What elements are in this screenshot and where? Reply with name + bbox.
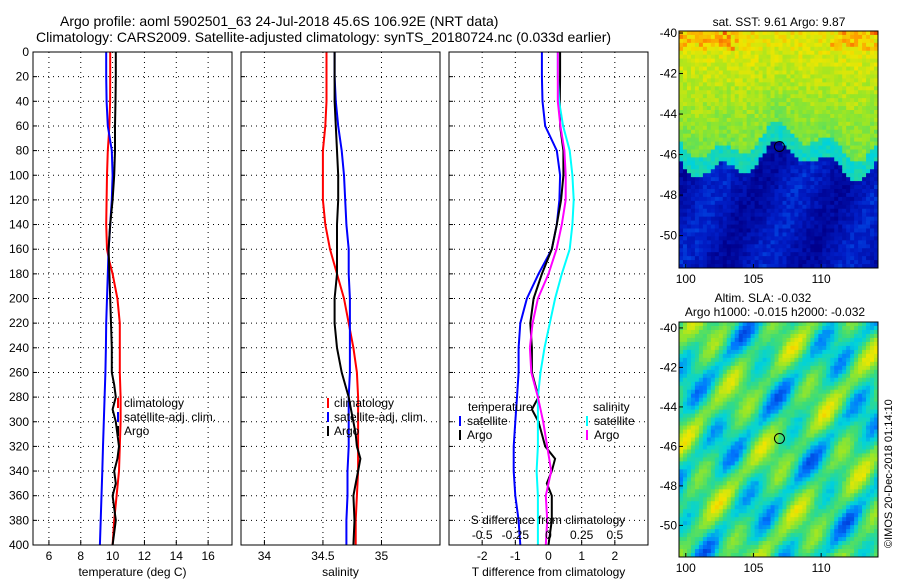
map-y-tick-label: -48 (660, 188, 678, 202)
legend-item-1: satellite-adj. clim. (334, 410, 426, 424)
x-tick-label: -1 (510, 549, 521, 563)
axes-frame (241, 52, 440, 545)
map-x-tick-label: 100 (676, 561, 696, 575)
x-axis-label: T difference from climatology (472, 565, 626, 579)
y-tick-label: 80 (16, 144, 30, 158)
map-y-tick-label: -42 (660, 67, 678, 81)
map-x-tick-label: 105 (743, 561, 763, 575)
y-tick-label: 0 (22, 45, 29, 59)
y-tick-label: 320 (9, 439, 29, 453)
x-tick-label: 35 (375, 549, 389, 563)
x-tick-label: 14 (170, 549, 184, 563)
axes-frame (33, 52, 232, 545)
legend-temp-item-0: satellite (467, 414, 508, 428)
x-tick-label: 2 (611, 549, 618, 563)
series-line-temperature-argo (530, 52, 563, 545)
y-tick-label: 340 (9, 464, 29, 478)
map-y-tick-label: -46 (660, 148, 678, 162)
y-tick-label: 300 (9, 415, 29, 429)
map-title: Argo h1000: -0.015 h2000: -0.032 (685, 305, 865, 319)
salinity-tick-label: -0.5 (472, 528, 493, 542)
legend-item-1: satellite-adj. clim. (124, 410, 216, 424)
y-tick-label: 100 (9, 168, 29, 182)
sst-map-panel: 100 105 110 -40 -42 -44 -46 -48 -50 sat. SST: 9.6… (660, 15, 879, 286)
x-tick-label: 8 (77, 549, 84, 563)
sla-map-panel: 100 105 110 -40 -42 -44 -46 -48 -50 Altim. SLA: -… (660, 291, 879, 575)
map-title: sat. SST: 9.61 Argo: 9.87 (713, 15, 846, 29)
y-tick-label: 160 (9, 242, 29, 256)
y-tick-label: 120 (9, 193, 29, 207)
map-y-tick-label: -50 (660, 229, 678, 243)
x-tick-label: -2 (477, 549, 488, 563)
x-tick-label: 1 (578, 549, 585, 563)
salinity-axis-label: S difference from climatology (471, 513, 626, 527)
map-y-tick-label: -50 (660, 518, 678, 532)
legend-item-2: Argo (334, 424, 360, 438)
x-axis-label: temperature (deg C) (78, 565, 186, 579)
map-x-tick-label: 110 (812, 272, 831, 286)
map-y-tick-label: -44 (660, 400, 678, 414)
map-y-tick-label: -48 (660, 479, 678, 493)
y-tick-label: 380 (9, 513, 29, 527)
map-x-tick-label: 105 (743, 272, 763, 286)
salinity-tick-label: 0.5 (606, 528, 623, 542)
imos-credit: ©IMOS 20-Dec-2018 01:14:10 (883, 399, 895, 548)
title-line-2: Climatology: CARS2009. Satellite-adjuste… (36, 29, 611, 45)
map-y-tick-label: -42 (660, 360, 678, 374)
y-tick-label: 180 (9, 267, 29, 281)
y-tick-label: 60 (16, 119, 30, 133)
x-axis-label: salinity (322, 565, 359, 579)
legend-item-0: climatology (334, 396, 394, 410)
temperature-panel: 6 8 10 12 14 16020406080100120140160180200220… (9, 45, 232, 579)
x-tick-label: 34 (258, 549, 272, 563)
series-line-salinity-satellite (537, 52, 574, 545)
map-y-tick-label: -44 (660, 107, 678, 121)
legend-item-0: climatology (124, 396, 184, 410)
x-tick-label: 6 (46, 549, 53, 563)
y-tick-label: 360 (9, 489, 29, 503)
figure-canvas: Argo profile: aoml 5902501_63 24-Jul-201… (0, 0, 900, 580)
map-y-tick-label: -40 (660, 321, 678, 335)
legend-item-2: Argo (124, 424, 150, 438)
y-tick-label: 200 (9, 292, 29, 306)
y-tick-label: 280 (9, 390, 29, 404)
y-tick-label: 240 (9, 341, 29, 355)
x-tick-label: 0 (545, 549, 552, 563)
map-x-tick-label: 110 (812, 561, 831, 575)
x-tick-label: 10 (106, 549, 120, 563)
legend-sal-item-1: Argo (594, 428, 620, 442)
map-x-tick-label: 100 (676, 272, 696, 286)
map-title: Altim. SLA: -0.032 (715, 291, 812, 305)
legend-salinity-title: salinity (593, 400, 630, 414)
sla-map-heat-cells (679, 322, 878, 557)
series-line-salinity-argo (530, 52, 566, 545)
legend-temp-item-1: Argo (467, 428, 493, 442)
differences-panel: -2 -1 0 1 2 T difference from climatology temp… (449, 52, 648, 579)
x-tick-label: 16 (201, 549, 215, 563)
y-tick-label: 220 (9, 316, 29, 330)
salinity-tick-label: 0.25 (570, 528, 594, 542)
y-tick-label: 40 (16, 94, 30, 108)
series-line-climatology (323, 52, 358, 545)
map-y-tick-label: -46 (660, 439, 678, 453)
y-tick-label: 140 (9, 218, 29, 232)
map-y-tick-label: -40 (660, 26, 678, 40)
legend-temperature-title: temperature (468, 400, 533, 414)
y-tick-label: 260 (9, 365, 29, 379)
x-tick-label: 34.5 (311, 549, 335, 563)
title-line-1: Argo profile: aoml 5902501_63 24-Jul-201… (60, 13, 498, 29)
x-tick-label: 12 (138, 549, 152, 563)
sst-map-heat-cells (679, 31, 878, 268)
legend-sal-item-0: satellite (594, 414, 635, 428)
salinity-tick-label: -0.25 (502, 528, 530, 542)
y-tick-label: 400 (9, 538, 29, 552)
salinity-panel: 34 34.5 35 salinity climatologysatellite-adj… (241, 52, 440, 579)
axes-frame (449, 52, 648, 545)
y-tick-label: 20 (16, 70, 30, 84)
salinity-tick-label: 0 (545, 528, 552, 542)
